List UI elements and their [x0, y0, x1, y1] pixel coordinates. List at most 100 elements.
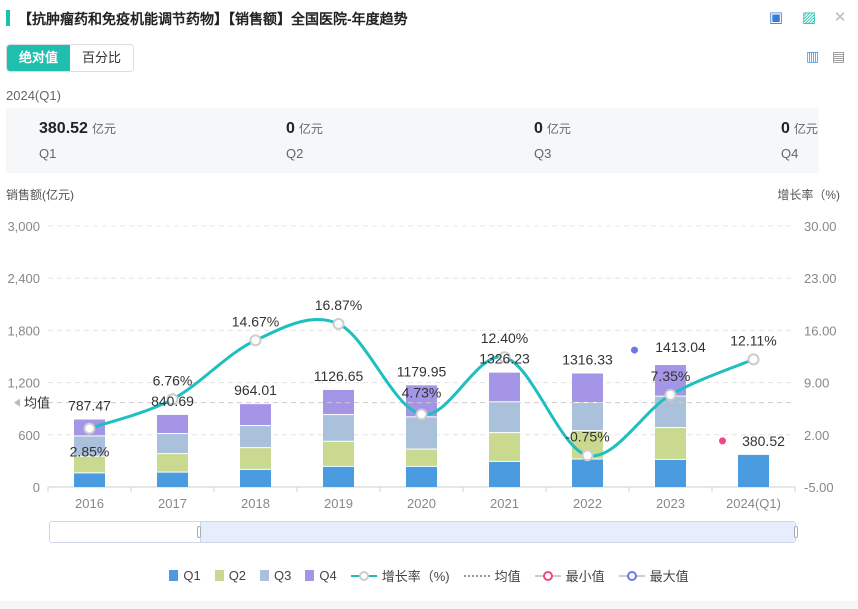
x-tick-label: 2024(Q1)	[726, 496, 781, 511]
data-zoom-selection[interactable]	[200, 522, 795, 542]
zoom-handle-left[interactable]	[197, 526, 201, 538]
growth-point	[747, 353, 760, 366]
y2-tick-label: 23.00	[804, 271, 837, 286]
y-tick-label: 0	[33, 480, 40, 495]
growth-point	[498, 351, 511, 364]
bar-q1	[406, 466, 437, 487]
growth-point	[249, 334, 262, 347]
x-tick-label: 2020	[407, 496, 436, 511]
growth-label: 12.40%	[481, 330, 528, 346]
bar-q3	[489, 402, 520, 433]
legend-label: Q4	[319, 568, 337, 583]
bar-q1	[572, 459, 603, 487]
bar-q2	[406, 449, 437, 466]
y-tick-label: 3,000	[7, 219, 40, 234]
legend-max-icon	[618, 570, 645, 581]
footer-strip	[0, 601, 858, 609]
tab-percentage[interactable]: 百分比	[70, 45, 134, 71]
table-icon[interactable]: ▤	[832, 48, 846, 64]
y-tick-label: 2,400	[7, 271, 40, 286]
summary-value: 380.52	[39, 120, 88, 137]
summary-unit: 亿元	[793, 122, 818, 136]
min-marker-icon	[719, 437, 726, 445]
legend-max[interactable]: 最大值	[618, 566, 689, 585]
legend-line-icon	[350, 570, 377, 581]
total-label: 1126.65	[314, 368, 364, 384]
legend-label: Q3	[274, 568, 292, 583]
x-tick-label: 2018	[241, 496, 270, 511]
bar-q3	[74, 436, 105, 456]
bar-q1	[323, 466, 354, 487]
x-tick-label: 2016	[75, 496, 104, 511]
bar-q2	[489, 433, 520, 461]
x-tick-label: 2019	[324, 496, 353, 511]
tab-absolute[interactable]: 绝对值	[7, 45, 71, 71]
image-export-icon[interactable]: ▨	[801, 9, 817, 26]
legend-growth[interactable]: 增长率（%)	[350, 566, 450, 585]
bar-q2	[323, 441, 354, 466]
legend-label: 最小值	[565, 569, 605, 584]
legend-q3[interactable]: Q3	[260, 568, 291, 583]
bar-q1	[738, 454, 769, 487]
bar-q4	[323, 389, 354, 415]
legend-label: 最大值	[649, 569, 689, 584]
x-tick-label: 2021	[490, 496, 519, 511]
legend-average[interactable]: 均值	[463, 566, 521, 585]
summary-period: 2024(Q1)	[6, 88, 61, 103]
legend-swatch	[169, 570, 179, 581]
total-label: 1316.33	[562, 352, 613, 368]
summary-unit: 亿元	[91, 122, 116, 136]
growth-point	[415, 408, 428, 421]
y-tick-label: 600	[18, 428, 40, 443]
value-mode-tabs: 绝对值 百分比	[6, 44, 135, 72]
y-axis-label: 销售额(亿元)	[6, 188, 74, 202]
y2-tick-label: 2.00	[804, 428, 829, 443]
summary-value: 0	[781, 120, 790, 137]
bar-chart-icon[interactable]: ▥	[806, 48, 820, 64]
growth-point	[166, 393, 179, 406]
y-tick-label: 1,200	[7, 376, 40, 391]
growth-label: 2.85%	[70, 443, 110, 459]
legend-label: Q1	[183, 568, 201, 583]
excel-export-icon[interactable]: ▣	[768, 9, 784, 26]
bar-q4	[572, 373, 603, 403]
bar-q2	[157, 454, 188, 472]
summary-q3: 0 亿元 Q3	[534, 120, 571, 161]
legend-min[interactable]: 最小值	[534, 566, 605, 585]
y-tick-label: 1,800	[7, 323, 40, 338]
summary-q4: 0 亿元 Q4	[781, 120, 818, 161]
bar-q1	[655, 459, 686, 487]
summary-value: 0	[286, 120, 295, 137]
growth-label: 12.11%	[730, 332, 776, 348]
data-zoom-slider[interactable]	[49, 521, 798, 543]
bar-q4	[489, 372, 520, 402]
bar-q2	[240, 448, 271, 469]
max-marker-icon	[631, 346, 638, 354]
title-accent	[6, 10, 10, 26]
legend-swatch	[305, 570, 315, 581]
growth-label: 7.35%	[651, 368, 691, 384]
legend-q2[interactable]: Q2	[214, 568, 247, 583]
legend-q1[interactable]: Q1	[169, 568, 201, 583]
legend-q4[interactable]: Q4	[305, 568, 337, 583]
x-tick-label: 2017	[158, 496, 187, 511]
bar-q1	[157, 472, 188, 487]
zoom-handle-right[interactable]	[794, 526, 798, 538]
y2-tick-label: 16.00	[804, 323, 837, 338]
summary-label: Q3	[534, 146, 552, 161]
growth-point	[83, 422, 96, 435]
legend-swatch	[214, 570, 224, 581]
legend-label: Q2	[228, 568, 247, 583]
y2-tick-label: 9.00	[804, 376, 829, 391]
average-label: 均值	[24, 396, 50, 411]
bar-q3	[572, 403, 603, 431]
legend-label: 均值	[494, 569, 521, 584]
growth-label: 14.67%	[232, 313, 279, 329]
total-label: 1326.23	[479, 351, 530, 367]
y2-tick-label: -5.00	[804, 480, 834, 495]
summary-q2: 0 亿元 Q2	[286, 120, 323, 161]
summary-unit: 亿元	[298, 122, 323, 136]
summary-value: 0	[534, 120, 543, 137]
growth-point	[332, 317, 345, 330]
close-icon[interactable]: ✕	[833, 9, 847, 26]
